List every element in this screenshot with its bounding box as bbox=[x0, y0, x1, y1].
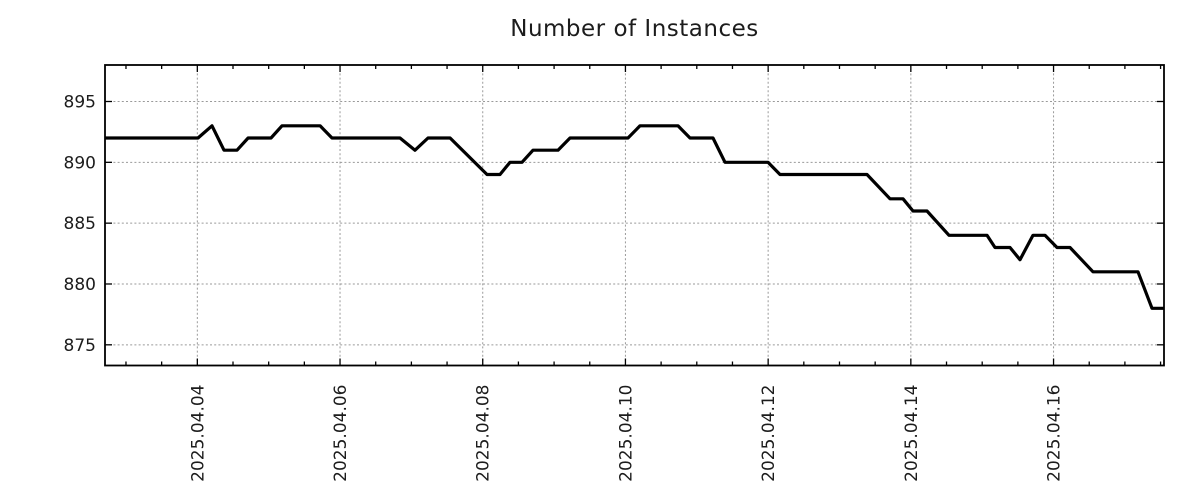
data-line-instances bbox=[105, 124, 1164, 310]
y-tick-label: 880 bbox=[64, 275, 96, 295]
y-tick-label: 875 bbox=[64, 336, 96, 356]
chart-title: Number of Instances bbox=[510, 16, 759, 42]
y-tick-label: 885 bbox=[64, 214, 96, 234]
y-tick-label: 890 bbox=[64, 153, 96, 173]
x-tick-label: 2025.04.06 bbox=[331, 385, 351, 482]
y-tick-label: 895 bbox=[64, 92, 96, 112]
x-tick-label: 2025.04.10 bbox=[616, 385, 636, 482]
plot-border bbox=[104, 64, 1165, 367]
x-tick-label: 2025.04.08 bbox=[474, 385, 494, 482]
x-tick-label: 2025.04.14 bbox=[902, 385, 922, 482]
x-tick-label: 2025.04.04 bbox=[188, 385, 208, 482]
x-tick-label: 2025.04.16 bbox=[1045, 385, 1065, 482]
x-tick-label: 2025.04.12 bbox=[759, 385, 779, 482]
